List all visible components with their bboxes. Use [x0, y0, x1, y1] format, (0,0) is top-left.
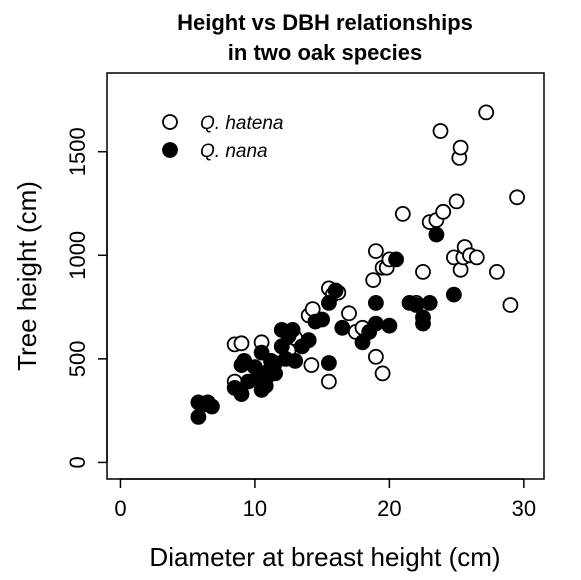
- point-q-nana: [367, 294, 384, 311]
- point-q-hatena: [341, 305, 357, 322]
- point-q-nana: [327, 282, 344, 299]
- y-tick-label: 1000: [65, 231, 90, 280]
- x-tick-label: 0: [114, 496, 126, 521]
- point-q-hatena: [367, 243, 384, 260]
- y-axis-label: Tree height (cm): [12, 181, 42, 371]
- point-q-hatena: [367, 348, 384, 365]
- x-axis: 0 10 20 30: [114, 478, 536, 521]
- y-tick-label: 500: [65, 340, 90, 377]
- x-axis-label: Diameter at breast height (cm): [149, 542, 500, 572]
- legend-marker: [162, 142, 178, 158]
- point-q-nana: [287, 352, 304, 369]
- point-q-nana: [314, 311, 331, 328]
- legend-marker: [162, 114, 178, 130]
- point-q-nana: [428, 226, 445, 243]
- point-q-nana: [203, 398, 220, 415]
- point-q-hatena: [448, 193, 465, 210]
- legend-label: Q. nana: [200, 141, 268, 162]
- point-q-nana: [334, 319, 351, 336]
- point-q-nana: [284, 321, 301, 338]
- point-q-hatena: [320, 373, 337, 390]
- chart-title-line: Height vs DBH relationships: [177, 10, 473, 35]
- chart-title: Height vs DBH relationships in two oak sp…: [177, 10, 473, 65]
- point-q-hatena: [415, 263, 431, 280]
- point-q-nana: [320, 355, 337, 371]
- chart-title-line: in two oak species: [228, 40, 422, 65]
- point-q-nana: [320, 294, 337, 311]
- x-tick-label: 30: [512, 496, 536, 521]
- point-q-hatena: [509, 189, 525, 206]
- point-q-hatena: [488, 263, 505, 280]
- x-tick-label: 10: [243, 496, 267, 521]
- x-tick-label: 20: [377, 496, 401, 521]
- y-tick-label: 1500: [65, 127, 90, 176]
- point-q-hatena: [478, 104, 495, 121]
- point-q-hatena: [502, 297, 519, 313]
- point-q-hatena: [394, 205, 411, 222]
- point-q-hatena: [452, 139, 469, 156]
- point-q-nana: [300, 332, 317, 349]
- point-q-hatena: [365, 272, 382, 289]
- legend-label: Q. hatena: [200, 113, 283, 134]
- point-q-nana: [421, 294, 438, 311]
- legend: Q. hatena Q. nana: [162, 113, 283, 162]
- point-q-nana: [233, 386, 250, 403]
- point-q-hatena: [233, 335, 250, 352]
- plot-frame: [106, 72, 545, 480]
- data-points: [190, 104, 525, 425]
- point-q-nana: [388, 251, 405, 268]
- point-q-nana: [367, 315, 384, 332]
- point-q-nana: [415, 309, 431, 326]
- point-q-hatena: [432, 123, 449, 139]
- y-axis: 0 500 1000 1500: [65, 127, 108, 469]
- point-q-hatena: [303, 357, 320, 374]
- point-q-hatena: [374, 365, 391, 382]
- point-q-nana: [381, 317, 398, 334]
- point-q-nana: [445, 286, 462, 303]
- point-q-hatena: [468, 249, 485, 266]
- point-q-hatena: [435, 203, 452, 220]
- point-q-nana: [257, 377, 274, 394]
- y-tick-label: 0: [65, 456, 90, 468]
